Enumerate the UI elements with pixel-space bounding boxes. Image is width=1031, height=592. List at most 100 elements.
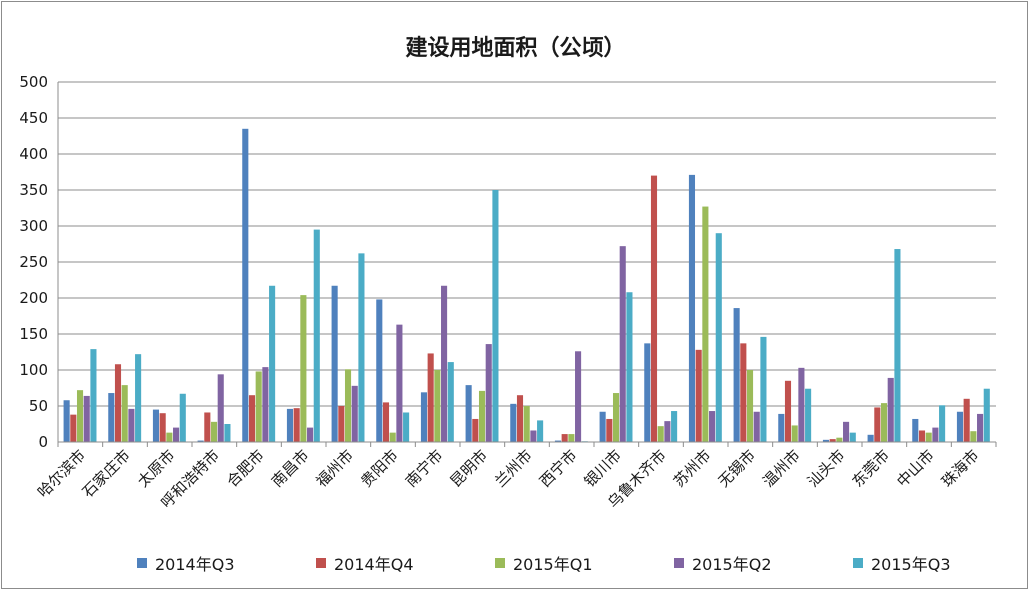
bar bbox=[753, 411, 760, 442]
bar bbox=[671, 411, 678, 442]
bar bbox=[434, 370, 441, 442]
bar bbox=[121, 385, 128, 442]
bar bbox=[983, 388, 990, 442]
legend-swatch bbox=[316, 558, 326, 568]
bar bbox=[510, 403, 517, 442]
bar bbox=[389, 432, 396, 442]
y-tick-label: 300 bbox=[19, 217, 48, 235]
bar bbox=[358, 253, 365, 442]
bar bbox=[784, 380, 792, 442]
bar bbox=[179, 393, 186, 442]
bar bbox=[382, 402, 390, 442]
bar bbox=[554, 440, 562, 442]
bar bbox=[286, 408, 294, 442]
bar bbox=[472, 418, 479, 442]
bar bbox=[644, 343, 651, 442]
bar bbox=[843, 421, 850, 442]
bar bbox=[427, 353, 434, 442]
legend-item: 2015年Q2 bbox=[674, 550, 772, 576]
bar bbox=[83, 395, 90, 442]
bar bbox=[798, 367, 805, 442]
bar bbox=[351, 385, 358, 442]
bar bbox=[650, 175, 658, 442]
y-tick-label: 250 bbox=[19, 253, 48, 271]
bar bbox=[740, 343, 747, 442]
x-category-label: 南宁市 bbox=[402, 446, 447, 491]
bar bbox=[159, 413, 166, 442]
legend-item: 2014年Q4 bbox=[316, 550, 414, 576]
bar bbox=[114, 364, 122, 442]
bar bbox=[829, 439, 836, 442]
x-category-label: 福州市 bbox=[313, 446, 358, 491]
chart-title: 建设用地面积（公顷） bbox=[405, 36, 626, 61]
x-category-label: 中山市 bbox=[893, 446, 938, 491]
bar bbox=[63, 400, 70, 442]
bar bbox=[242, 128, 249, 443]
bar bbox=[403, 412, 410, 442]
bar bbox=[523, 406, 530, 442]
bar bbox=[204, 412, 211, 442]
legend-item: 2015年Q1 bbox=[495, 550, 593, 576]
x-category-label: 贵阳市 bbox=[357, 446, 402, 491]
bar bbox=[925, 432, 932, 442]
bar bbox=[307, 427, 314, 442]
legend-label: 2015年Q3 bbox=[871, 555, 951, 574]
x-category-label: 合肥市 bbox=[223, 446, 268, 491]
bar bbox=[709, 411, 716, 442]
bar bbox=[874, 407, 881, 442]
bar bbox=[516, 395, 524, 442]
bar bbox=[530, 430, 537, 442]
bar bbox=[746, 370, 754, 442]
bar bbox=[70, 414, 77, 442]
bar bbox=[465, 385, 472, 442]
axes bbox=[57, 82, 997, 447]
bar bbox=[331, 285, 338, 442]
bar bbox=[626, 292, 633, 442]
legend-swatch bbox=[674, 558, 684, 568]
bar bbox=[492, 190, 499, 442]
y-tick-labels: 0 50 100 150 200 250 300 350 400 450 500 bbox=[19, 73, 48, 451]
bars bbox=[63, 128, 990, 443]
legend-label: 2015年Q2 bbox=[692, 555, 772, 574]
bar bbox=[977, 413, 984, 442]
bar bbox=[836, 437, 843, 442]
legend-item: 2014年Q3 bbox=[137, 550, 235, 576]
bar bbox=[778, 413, 785, 442]
bar bbox=[108, 393, 115, 442]
bar bbox=[867, 434, 874, 442]
y-tick-label: 100 bbox=[19, 361, 48, 379]
legend: 2014年Q3 2014年Q4 2015年Q1 2015年Q2 2015年Q3 bbox=[0, 550, 1031, 576]
bar bbox=[441, 285, 448, 442]
bar bbox=[619, 246, 626, 442]
bar bbox=[561, 434, 568, 442]
bar bbox=[612, 393, 620, 442]
bar bbox=[217, 374, 224, 442]
bar bbox=[805, 388, 812, 442]
y-tick-label: 0 bbox=[38, 433, 48, 451]
bar bbox=[932, 427, 939, 442]
bar bbox=[338, 406, 345, 442]
bar bbox=[760, 336, 767, 442]
bar bbox=[657, 426, 664, 442]
x-category-label: 珠海市 bbox=[938, 446, 983, 491]
x-category-label: 无锡市 bbox=[715, 446, 760, 491]
bar bbox=[344, 369, 352, 442]
y-tick-label: 200 bbox=[19, 289, 48, 307]
y-tick-label: 500 bbox=[19, 73, 48, 91]
bar bbox=[90, 349, 97, 442]
y-tick-label: 400 bbox=[19, 145, 48, 163]
legend-item: 2015年Q3 bbox=[853, 550, 951, 576]
y-tick-label: 150 bbox=[19, 325, 48, 343]
bar bbox=[963, 398, 970, 442]
bar bbox=[880, 403, 888, 442]
legend-label: 2014年Q3 bbox=[155, 555, 235, 574]
y-tick-label: 50 bbox=[29, 397, 48, 415]
bar bbox=[478, 390, 486, 442]
bar bbox=[894, 249, 901, 442]
bar bbox=[918, 430, 926, 442]
bar bbox=[912, 418, 919, 442]
bar bbox=[248, 395, 256, 442]
bar bbox=[599, 411, 606, 442]
